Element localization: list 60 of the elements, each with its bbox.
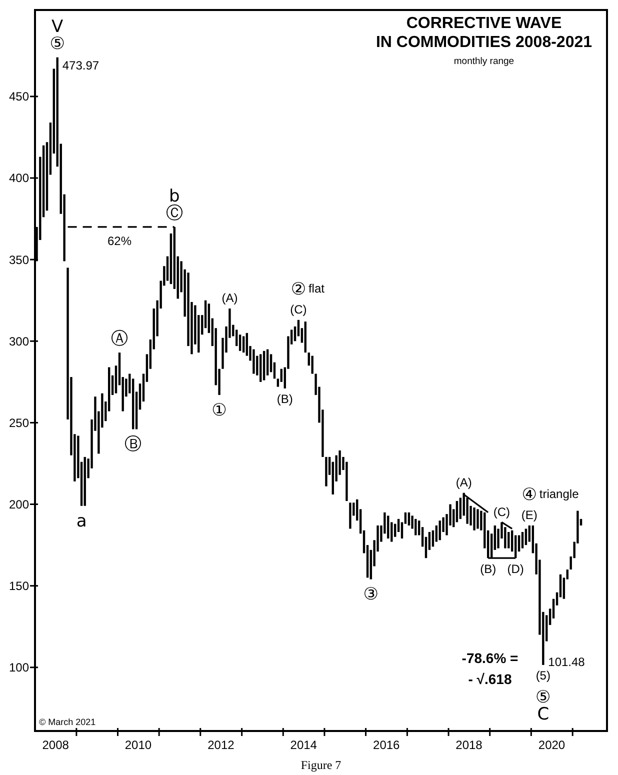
bar [84,456,86,506]
annotation: (B) [276,392,293,406]
bar [349,502,352,529]
text: CORRECTIVE WAVE IN COMMODITIES 2008-2021 [376,15,592,51]
annotation: (E) [521,508,538,522]
annotation: (D) [507,562,524,576]
annotation: (A) [456,476,472,490]
bar [438,520,441,540]
caption: Figure 7 [300,758,342,772]
y-tick-label: 300 [8,334,30,348]
x-tick-label: 2020 [538,738,566,752]
bar [473,508,476,530]
annotation: (C) [493,504,510,519]
annotation: ① [212,400,227,420]
annotation: 473.97 [62,58,100,73]
bar [311,356,314,374]
bar [408,512,410,526]
bar [262,350,266,380]
annotation: ② [290,279,306,300]
annotation: -78.6% = [462,650,518,666]
annotation: © March 2021 [39,717,96,727]
y-tick-label: 150 [8,579,30,594]
text: monthly range [454,56,514,67]
annotation: a [76,511,87,532]
y-tick-label: 250 [8,416,30,430]
annotation: (C) [290,302,307,317]
y-tick-label: 100 [8,660,30,675]
bar [387,516,390,539]
annotation: Ⓑ [124,434,142,455]
x-tick-label: 2014 [290,738,318,752]
bar [476,509,479,529]
y-tick-label: 350 [8,252,30,267]
bar [260,354,262,382]
bar [325,456,328,486]
annotation: - √.618 [468,671,512,687]
annotation: Ⓐ [111,329,128,350]
y-tick-label: 400 [8,171,30,186]
bar [304,322,306,353]
annotation: triangle [539,487,580,502]
annotation: (B) [480,562,496,576]
annotation: (5) [536,668,550,683]
annotation: 101.48 [548,655,586,670]
annotation: ③ [363,584,379,605]
annotation: flat [308,282,326,296]
bar [252,349,255,374]
x-tick-label: 2012 [208,738,235,752]
annotation: Ⓒ [166,203,183,224]
x-tick-label: 2008 [42,738,70,752]
annotation: (A) [222,291,238,306]
annotation: ④ [522,484,538,505]
x-tick-label: 2016 [373,738,400,752]
bar [521,532,524,548]
x-tick-label: 2018 [456,738,483,752]
x-tick-label: 2010 [124,738,152,752]
y-tick-label: 200 [8,497,30,512]
bar [524,528,528,546]
bar [242,336,245,353]
annotation: 62% [107,234,132,248]
bar [414,518,417,536]
y-tick-label: 450 [8,90,30,104]
